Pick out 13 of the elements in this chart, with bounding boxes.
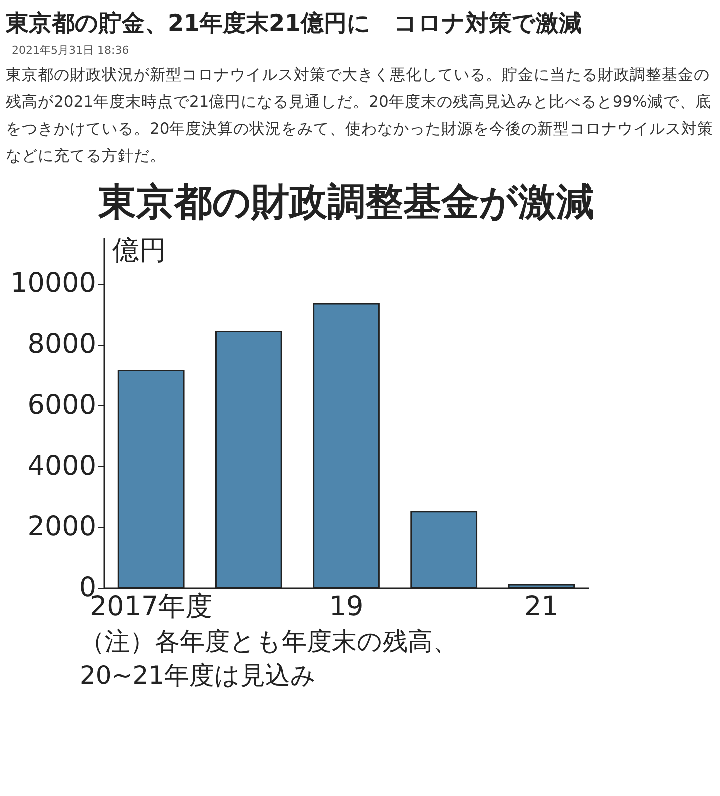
chart-title: 東京都の財政調整基金が激減 xyxy=(98,180,594,224)
text: 東京都の貯金、21年度末21億円に コロナ対策で激減 xyxy=(6,10,584,39)
y-tick-label: 10000 xyxy=(10,268,96,300)
text: 2021年5月31日 18:36 xyxy=(12,43,130,58)
text: （注）各年度とも年度末の残高、 20~21年度は見込み xyxy=(80,626,459,692)
text: 東京都の財政状況が新型コロナウイルス対策で大きく悪化している。貯金に当たる財政調整基金の残高が2021年度末時点で21億円になる見通しだ。20年度末の残高見込みと比べると99%減で、底をつきかけている。20年度決算の状況をみて、使わなかった財源を今後の新型コロナウイルス対策などに充てる方針だ。 xyxy=(6,65,714,167)
y-axis-title: 億円 xyxy=(112,236,166,266)
y-tick-label: 8000 xyxy=(28,329,96,360)
x-tick-label: 21 xyxy=(524,592,559,622)
y-tick-label: 6000 xyxy=(28,390,96,421)
y-tick-label: 2000 xyxy=(28,512,96,543)
y-tick-label: 4000 xyxy=(28,450,96,482)
x-tick-label: 19 xyxy=(329,592,364,622)
